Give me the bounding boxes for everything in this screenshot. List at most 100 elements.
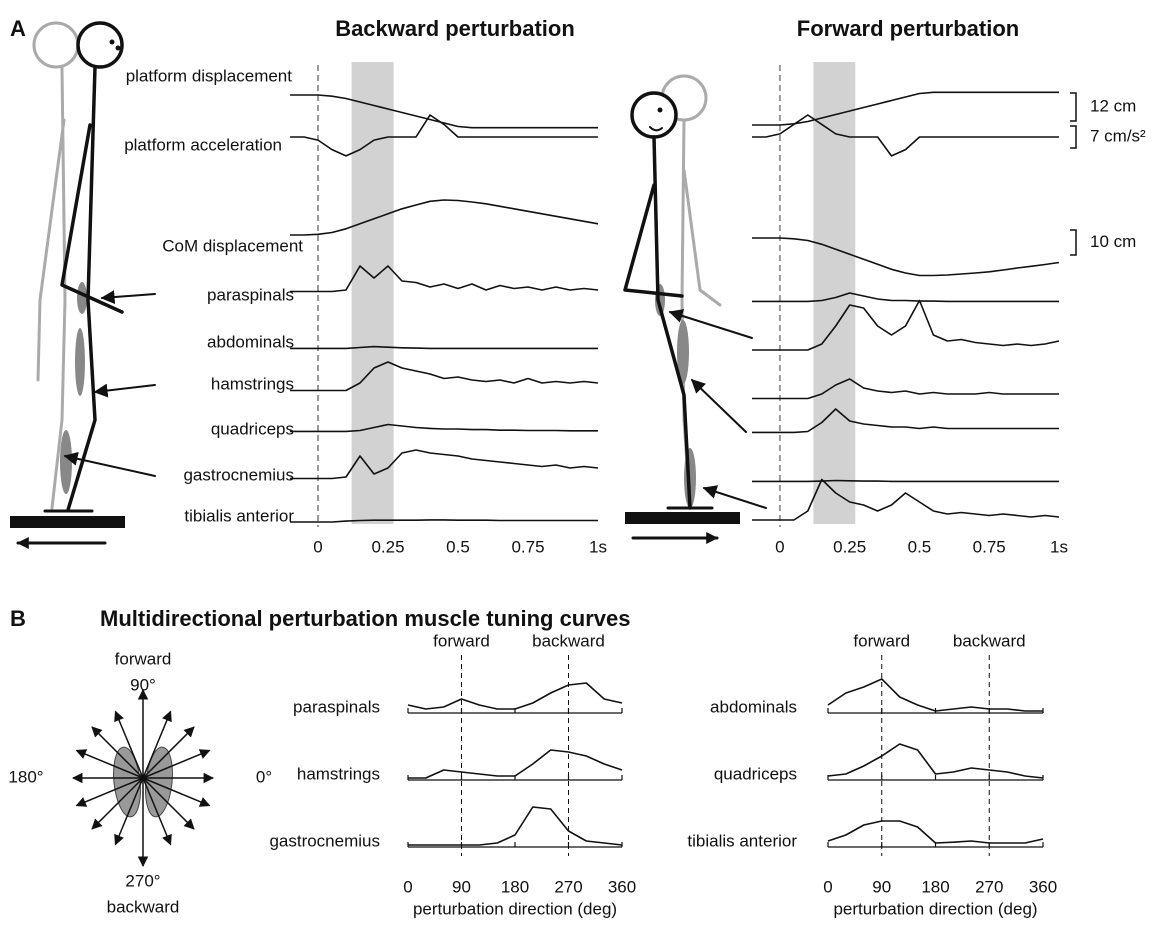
body <box>623 135 692 510</box>
compass-arrow <box>91 726 144 779</box>
x-tick-label: 180 <box>921 877 949 896</box>
x-tick-label: 1s <box>589 537 607 556</box>
eye <box>115 45 121 51</box>
head-initial <box>32 21 80 69</box>
x-tick-label: 0 <box>775 537 784 556</box>
trace-label: hamstrings <box>211 374 294 393</box>
x-tick-label: 0.25 <box>371 537 404 556</box>
x-tick-label: 0.5 <box>908 537 932 556</box>
scale-bar <box>1070 229 1077 256</box>
reference-label: backward <box>953 631 1026 650</box>
muscle-label: paraspinals <box>293 697 380 716</box>
compass-arrow <box>75 749 144 779</box>
muscle <box>75 328 85 396</box>
pointer <box>702 485 767 509</box>
trace-label: abdominals <box>207 332 294 351</box>
trace <box>752 479 1059 483</box>
compass-arrow <box>91 777 144 830</box>
x-tick-label: 0.5 <box>446 537 470 556</box>
stick-figure <box>623 74 767 544</box>
x-tick-label: 90 <box>872 877 891 896</box>
trace-label: quadriceps <box>211 419 294 438</box>
platform <box>625 512 740 524</box>
compass-label: forward <box>115 649 172 668</box>
body <box>60 65 124 512</box>
stick-figure <box>10 21 156 549</box>
tuning-curve <box>408 806 623 846</box>
x-tick-label: 90 <box>452 877 471 896</box>
head <box>76 21 124 69</box>
trace <box>752 292 1059 303</box>
trace <box>290 265 599 293</box>
x-tick-label: 0 <box>313 537 322 556</box>
muscle-label: tibialis anterior <box>687 831 797 850</box>
x-tick-label: 360 <box>608 877 636 896</box>
reference-label: forward <box>433 631 490 650</box>
compass-arrow <box>114 777 144 846</box>
trace-label: platform acceleration <box>124 135 282 154</box>
panel-label: A <box>10 16 26 41</box>
x-tick-label: 0.75 <box>973 537 1006 556</box>
compass-arrow <box>142 777 195 830</box>
muscle-label: abdominals <box>710 697 797 716</box>
compass-arrow <box>142 777 211 807</box>
compass-label: 90° <box>130 675 156 694</box>
pointer <box>93 383 156 398</box>
panel-label: B <box>10 606 26 631</box>
shaded-window <box>351 62 394 524</box>
reference-label: forward <box>853 631 910 650</box>
compass-arrow <box>142 777 172 846</box>
x-tick-label: 0 <box>823 877 832 896</box>
mouth <box>649 126 663 132</box>
scale-bar <box>1070 125 1077 149</box>
pointer <box>63 451 156 477</box>
pointer <box>668 309 753 339</box>
pointer <box>690 379 747 433</box>
scale-bar-label: 10 cm <box>1090 232 1136 251</box>
tuning-curve <box>408 749 623 779</box>
trace <box>290 345 598 350</box>
x-tick-label: 1s <box>1050 537 1068 556</box>
panel-title: Multidirectional perturbation muscle tun… <box>100 606 631 631</box>
x-axis-label: perturbation direction (deg) <box>413 899 617 918</box>
trace <box>752 378 1059 400</box>
x-tick-label: 360 <box>1029 877 1057 896</box>
scale-bar-label: 12 cm <box>1090 96 1136 115</box>
compass-label: 0° <box>256 767 272 786</box>
compass-arrow <box>114 710 144 779</box>
trace <box>290 361 599 392</box>
tuning-curve <box>407 682 623 710</box>
tuning-curve <box>827 743 1044 779</box>
tuning-curve <box>827 820 1044 844</box>
muscle <box>77 282 87 314</box>
trace-label: tibialis anterior <box>184 506 294 525</box>
scale-bar <box>1070 92 1077 122</box>
x-tick-label: 270 <box>975 877 1003 896</box>
compass: forward 90° 180° 0° 270° backward <box>8 649 272 916</box>
compass-arrow <box>75 777 144 807</box>
x-tick-label: 0.75 <box>511 537 544 556</box>
muscle <box>60 430 72 494</box>
trace <box>752 478 1060 521</box>
compass-label: backward <box>107 897 180 916</box>
panel-title: Forward perturbation <box>797 16 1019 41</box>
x-tick-label: 270 <box>554 877 582 896</box>
muscle-label: gastrocnemius <box>269 831 380 850</box>
body-initial <box>36 66 67 510</box>
eye <box>109 39 115 45</box>
compass-arrow <box>142 726 195 779</box>
compass-label: 270° <box>125 871 160 890</box>
trace <box>290 199 599 236</box>
trace-label: gastrocnemius <box>183 465 294 484</box>
reference-label: backward <box>532 631 605 650</box>
trace <box>752 237 1060 277</box>
trace <box>752 299 1060 351</box>
trace-label: platform displacement <box>126 66 293 85</box>
trace <box>290 94 598 129</box>
compass-label: 180° <box>8 767 43 786</box>
trace <box>752 114 1059 157</box>
x-tick-label: 0.25 <box>833 537 866 556</box>
tuning-curve <box>827 678 1043 712</box>
